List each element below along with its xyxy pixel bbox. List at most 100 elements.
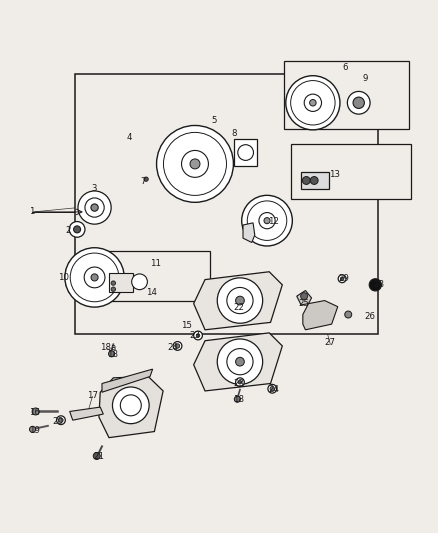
Bar xyxy=(109,273,133,292)
Bar xyxy=(285,61,409,129)
Bar xyxy=(291,144,411,199)
Circle shape xyxy=(347,92,370,114)
Text: 8: 8 xyxy=(232,129,237,138)
Bar xyxy=(234,139,257,166)
Circle shape xyxy=(270,386,275,391)
Circle shape xyxy=(163,132,226,196)
Bar xyxy=(99,251,210,302)
Circle shape xyxy=(84,267,105,288)
Text: 15: 15 xyxy=(181,321,192,330)
Circle shape xyxy=(109,351,115,357)
Circle shape xyxy=(57,416,65,425)
Circle shape xyxy=(247,201,287,240)
Circle shape xyxy=(242,195,292,246)
Polygon shape xyxy=(194,272,283,330)
Text: 23: 23 xyxy=(190,331,201,340)
Circle shape xyxy=(234,396,240,402)
Text: 1: 1 xyxy=(29,207,35,216)
Text: 23: 23 xyxy=(233,379,244,388)
Circle shape xyxy=(196,334,200,337)
Circle shape xyxy=(93,453,100,459)
Circle shape xyxy=(302,176,310,184)
Text: 13: 13 xyxy=(329,171,340,179)
Text: 26: 26 xyxy=(364,312,375,321)
Circle shape xyxy=(239,297,247,305)
Text: 18: 18 xyxy=(106,350,117,359)
Circle shape xyxy=(91,274,98,281)
Circle shape xyxy=(190,159,200,169)
Circle shape xyxy=(259,213,275,229)
Polygon shape xyxy=(70,407,103,420)
Text: 9: 9 xyxy=(363,74,368,83)
Circle shape xyxy=(173,342,182,350)
Circle shape xyxy=(32,408,39,415)
Circle shape xyxy=(369,279,381,291)
Circle shape xyxy=(236,357,244,366)
Circle shape xyxy=(310,176,318,184)
Circle shape xyxy=(111,281,116,285)
Text: 16: 16 xyxy=(29,408,40,417)
Text: 25: 25 xyxy=(299,299,310,308)
Circle shape xyxy=(69,222,85,237)
Polygon shape xyxy=(243,223,255,243)
Circle shape xyxy=(65,248,124,307)
Circle shape xyxy=(74,226,81,233)
Text: 19: 19 xyxy=(29,426,40,435)
Circle shape xyxy=(156,125,233,203)
Text: 18a: 18a xyxy=(99,343,116,352)
Circle shape xyxy=(194,331,202,340)
Text: 7: 7 xyxy=(140,177,145,186)
Polygon shape xyxy=(303,301,338,330)
Circle shape xyxy=(91,204,98,211)
Text: 17: 17 xyxy=(87,391,98,400)
Circle shape xyxy=(300,293,307,300)
Circle shape xyxy=(238,381,242,384)
Text: 10: 10 xyxy=(59,273,70,282)
Circle shape xyxy=(144,177,148,181)
Text: 18: 18 xyxy=(233,395,244,404)
Circle shape xyxy=(59,418,63,422)
Bar xyxy=(301,172,329,189)
Circle shape xyxy=(181,150,208,177)
Text: 14: 14 xyxy=(146,288,157,297)
Circle shape xyxy=(238,144,254,160)
Polygon shape xyxy=(297,290,311,305)
Text: 27: 27 xyxy=(325,338,336,348)
Text: 24: 24 xyxy=(268,385,279,394)
Circle shape xyxy=(70,253,119,302)
Polygon shape xyxy=(102,369,152,392)
Text: 12: 12 xyxy=(268,217,279,227)
Text: 11: 11 xyxy=(150,259,161,268)
Text: 6: 6 xyxy=(343,63,348,72)
Polygon shape xyxy=(194,333,283,391)
Circle shape xyxy=(340,277,344,280)
Circle shape xyxy=(338,275,346,282)
Text: 28: 28 xyxy=(373,280,384,289)
Circle shape xyxy=(345,311,352,318)
Circle shape xyxy=(236,378,244,386)
Circle shape xyxy=(291,80,335,125)
Text: 3: 3 xyxy=(92,184,97,193)
Circle shape xyxy=(304,94,321,111)
Circle shape xyxy=(85,198,104,217)
Circle shape xyxy=(217,278,263,323)
Circle shape xyxy=(113,387,149,424)
Circle shape xyxy=(236,296,244,305)
Circle shape xyxy=(175,344,180,348)
Text: 24: 24 xyxy=(168,343,179,352)
Text: 2: 2 xyxy=(66,226,71,235)
Circle shape xyxy=(264,217,270,224)
Circle shape xyxy=(29,426,35,432)
Circle shape xyxy=(268,384,277,393)
Text: 22: 22 xyxy=(233,303,244,312)
Circle shape xyxy=(227,349,253,375)
Circle shape xyxy=(227,287,253,313)
Circle shape xyxy=(78,191,111,224)
Text: 20: 20 xyxy=(52,417,63,426)
Circle shape xyxy=(310,100,316,106)
Circle shape xyxy=(353,97,364,108)
Text: 29: 29 xyxy=(338,274,349,283)
Circle shape xyxy=(111,287,116,292)
Bar xyxy=(75,75,378,334)
Text: 4: 4 xyxy=(127,133,132,142)
